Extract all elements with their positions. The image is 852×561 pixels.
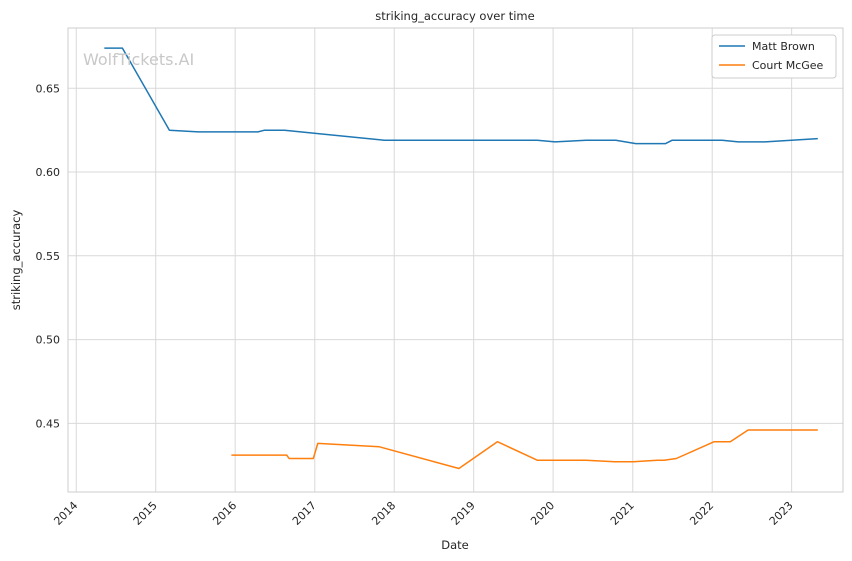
y-tick-label: 0.60 [36, 166, 61, 179]
y-tick-label: 0.45 [36, 417, 61, 430]
plot-area [68, 28, 843, 492]
y-tick-label: 0.55 [36, 250, 61, 263]
chart-title: striking_accuracy over time [375, 9, 534, 23]
watermark: WolfTickets.AI [83, 50, 194, 69]
series-line-matt-brown [104, 47, 818, 145]
legend-label-court-mcgee: Court McGee [752, 59, 824, 72]
y-tick-label: 0.50 [36, 334, 61, 347]
x-axis-title: Date [441, 538, 469, 552]
series-layer [104, 47, 818, 470]
plot-frame [67, 27, 844, 493]
y-tick-label: 0.65 [36, 82, 61, 95]
legend: Matt Brown Court McGee [711, 34, 837, 79]
y-axis-title: striking_accuracy [9, 210, 23, 311]
grid-lines [68, 28, 843, 492]
series-line-court-mcgee [231, 429, 818, 470]
y-axis-ticks: 0.45 0.50 0.55 0.60 0.65 [36, 82, 61, 430]
legend-label-matt-brown: Matt Brown [752, 40, 815, 53]
